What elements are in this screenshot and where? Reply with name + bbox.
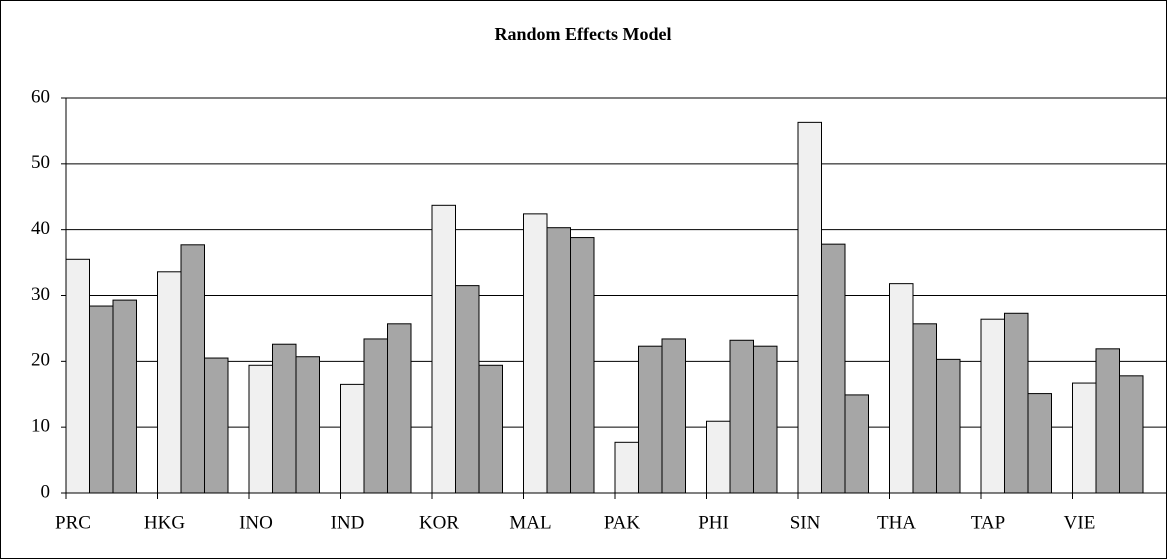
x-tick-label: SIN	[790, 512, 821, 533]
bar	[912, 323, 937, 494]
x-tick-label: VIE	[1064, 512, 1096, 533]
y-tick-label: 0	[41, 481, 51, 502]
bar	[980, 318, 1005, 494]
bar	[248, 364, 273, 494]
bar	[1004, 312, 1029, 494]
bar	[387, 323, 412, 494]
bar	[112, 299, 137, 494]
bar	[478, 364, 503, 494]
bar	[638, 345, 663, 494]
bar	[180, 244, 205, 494]
bar	[272, 343, 297, 494]
y-tick-label: 10	[31, 416, 50, 437]
x-tick-label: MAL	[509, 512, 551, 533]
x-tick-label: KOR	[419, 512, 459, 533]
bar	[1072, 382, 1097, 494]
bar	[89, 305, 114, 494]
bar	[363, 338, 388, 494]
bar	[295, 356, 320, 494]
x-tick-label: HKG	[144, 512, 185, 533]
bar	[729, 339, 754, 494]
y-tick-label: 30	[31, 284, 50, 305]
x-tick-label: IND	[331, 512, 365, 533]
x-tick-label: PHI	[698, 512, 729, 533]
bar	[204, 357, 229, 494]
bar	[661, 338, 686, 494]
bar	[821, 243, 846, 494]
bar	[1095, 348, 1120, 494]
bar	[1027, 393, 1052, 494]
bar	[546, 227, 571, 494]
bar	[157, 271, 182, 494]
chart-title: Random Effects Model	[495, 24, 672, 44]
x-tick-label: THA	[877, 512, 916, 533]
x-tick-label: TAP	[971, 512, 1005, 533]
y-tick-label: 20	[31, 350, 50, 371]
bar	[570, 237, 595, 494]
bar	[455, 285, 480, 494]
bar	[614, 441, 639, 494]
bar	[340, 383, 365, 494]
bar	[797, 121, 822, 494]
x-tick-label: PAK	[604, 512, 641, 533]
y-tick-label: 40	[31, 218, 50, 239]
x-tick-label: PRC	[55, 512, 91, 533]
bar	[65, 258, 90, 494]
y-tick-label: 50	[31, 152, 50, 173]
bar	[753, 345, 778, 494]
y-tick-label: 60	[31, 86, 50, 107]
bar	[523, 213, 548, 494]
bar	[706, 420, 731, 494]
bar	[1119, 375, 1144, 494]
bar	[889, 283, 914, 494]
x-tick-label: INO	[239, 512, 273, 533]
bar	[431, 204, 456, 494]
bar	[844, 394, 869, 494]
bar	[936, 358, 961, 494]
